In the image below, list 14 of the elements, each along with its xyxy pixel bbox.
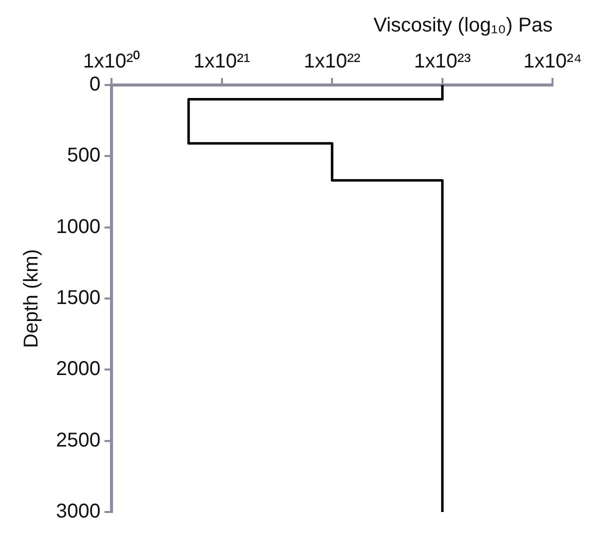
- x-tick-label: 1x10²¹: [193, 50, 250, 73]
- x-axis-title: Viscosity (log₁₀) Pas: [374, 14, 553, 37]
- x-tick-label: 1x10²⁰: [82, 50, 140, 73]
- y-tick-label: 1000: [56, 216, 100, 238]
- y-tick-label: 1500: [56, 287, 100, 310]
- x-tick-label: 1x10²⁴: [523, 50, 582, 73]
- y-tick-label: 2000: [56, 358, 100, 380]
- y-tick-label: 3000: [56, 500, 100, 523]
- x-tick-label: 1x10²²: [304, 50, 361, 73]
- x-tick-label: 1x10²³: [414, 50, 472, 73]
- y-tick-label: 500: [67, 144, 100, 167]
- y-tick-label: 2500: [56, 429, 100, 452]
- y-tick-label: 0: [89, 74, 100, 96]
- y-axis-title: Depth (km): [20, 249, 43, 348]
